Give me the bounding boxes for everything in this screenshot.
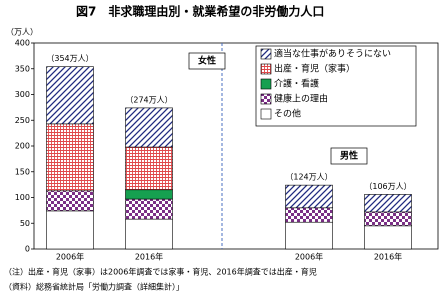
bar-segment <box>46 123 94 192</box>
x-tick-label: 2016年 <box>374 252 402 262</box>
bar-segment <box>125 218 173 250</box>
x-tick-label: 2006年 <box>56 252 84 262</box>
bar-segment <box>285 221 333 250</box>
bar-segment <box>364 225 412 250</box>
y-tick-label: 200 <box>15 142 30 151</box>
bar-segment <box>125 107 173 148</box>
legend-swatch <box>260 48 272 60</box>
y-tick-label: 250 <box>15 116 30 125</box>
legend-label: その他 <box>274 108 301 120</box>
bar-segment <box>46 66 94 125</box>
legend-box <box>255 45 417 127</box>
chart-title: 図7 非求職理由別・就業希望の非労働力人口 <box>76 4 324 19</box>
x-tick-label: 2006年 <box>295 252 323 262</box>
y-tick-label: 300 <box>15 90 30 99</box>
total-label: （106万人） <box>364 182 411 191</box>
total-label: （124万人） <box>285 173 332 182</box>
bar-segment <box>125 189 173 200</box>
bar-segment <box>125 146 173 191</box>
legend-label: 出産・育児（家事） <box>274 63 355 75</box>
bar-segment <box>46 210 94 250</box>
bar-segment <box>285 207 333 223</box>
y-tick-label: 100 <box>15 193 30 202</box>
y-tick-label: 0 <box>25 245 30 254</box>
y-tick-label: 50 <box>20 219 30 228</box>
bar-segment <box>285 184 333 209</box>
total-label: （274万人） <box>125 95 172 104</box>
x-tick-label: 2016年 <box>135 252 163 262</box>
note: （資料）総務省統計局「労働力調査（詳細集計）」 <box>4 282 184 292</box>
legend-swatch <box>260 63 272 75</box>
bar-segment <box>46 190 94 212</box>
bar-segment <box>125 198 173 220</box>
bar-segment <box>364 211 412 227</box>
panel-label-box <box>188 52 226 70</box>
panel-label-box <box>330 147 368 165</box>
total-label: （354万人） <box>46 54 93 63</box>
legend-swatch <box>260 108 272 120</box>
y-tick-label: 150 <box>15 167 30 176</box>
panel-label: 男性 <box>340 150 358 162</box>
panel-label: 女性 <box>198 55 216 67</box>
legend-label: 健康上の理由 <box>274 93 328 105</box>
y-tick-label: 350 <box>15 64 30 73</box>
legend-label: 介護・看護 <box>274 78 319 90</box>
bar-segment <box>364 194 412 213</box>
y-axis-label: （万人） <box>6 28 38 37</box>
legend-swatch <box>260 93 272 105</box>
legend-label: 適当な仕事がありそうにない <box>274 48 391 60</box>
y-tick-label: 400 <box>15 39 30 48</box>
note: （注）出産・育児（家事）は2006年調査では家事・育児、2016年調査では出産・… <box>4 267 317 277</box>
legend-swatch <box>260 78 272 90</box>
